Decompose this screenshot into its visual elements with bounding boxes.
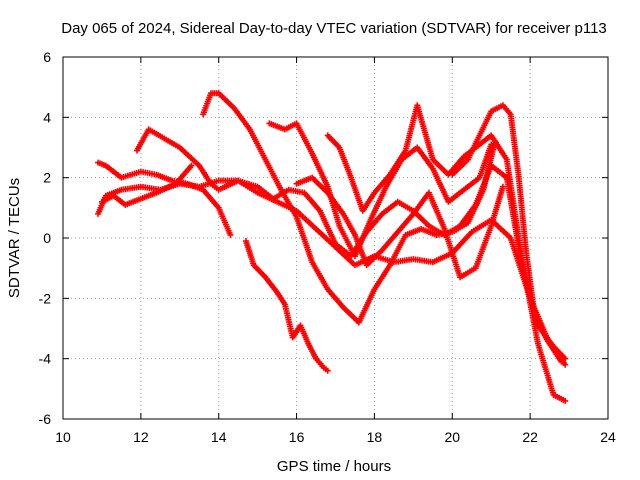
y-tick-label: 2 xyxy=(43,170,51,186)
y-tick-label: 6 xyxy=(43,49,51,65)
y-axis-label: SDTVAR / TECUs xyxy=(6,178,23,298)
x-tick-label: 16 xyxy=(289,429,305,445)
data-point xyxy=(488,141,495,148)
data-point xyxy=(562,355,569,362)
data-point xyxy=(188,162,195,169)
data-point xyxy=(562,397,569,404)
series-track-5 xyxy=(200,90,499,326)
x-tick-label: 10 xyxy=(55,429,71,445)
series-track-9 xyxy=(324,102,569,404)
series-track-8 xyxy=(293,174,506,281)
data-point xyxy=(227,231,234,238)
series-track-2 xyxy=(95,159,234,238)
x-tick-label: 20 xyxy=(444,429,460,445)
chart-title: Day 065 of 2024, Sidereal Day-to-day VTE… xyxy=(61,20,607,37)
data-point xyxy=(499,183,506,190)
series-track-10 xyxy=(449,102,565,365)
x-tick-label: 18 xyxy=(367,429,383,445)
y-tick-label: -6 xyxy=(39,411,52,427)
x-tick-label: 22 xyxy=(522,429,538,445)
x-axis-label: GPS time / hours xyxy=(277,458,391,475)
series-track-3 xyxy=(98,162,195,208)
y-tick-label: 4 xyxy=(43,109,51,125)
y-tick-label: -2 xyxy=(39,290,52,306)
series-track-6 xyxy=(242,238,331,374)
x-tick-label: 12 xyxy=(133,429,149,445)
data-point xyxy=(324,367,331,374)
y-tick-label: -4 xyxy=(39,351,52,367)
y-tick-label: 0 xyxy=(43,230,51,246)
data-point xyxy=(562,361,569,368)
data-points xyxy=(95,90,569,404)
x-tick-label: 24 xyxy=(600,429,616,445)
data-point xyxy=(558,358,565,365)
x-tick-label: 14 xyxy=(211,429,227,445)
